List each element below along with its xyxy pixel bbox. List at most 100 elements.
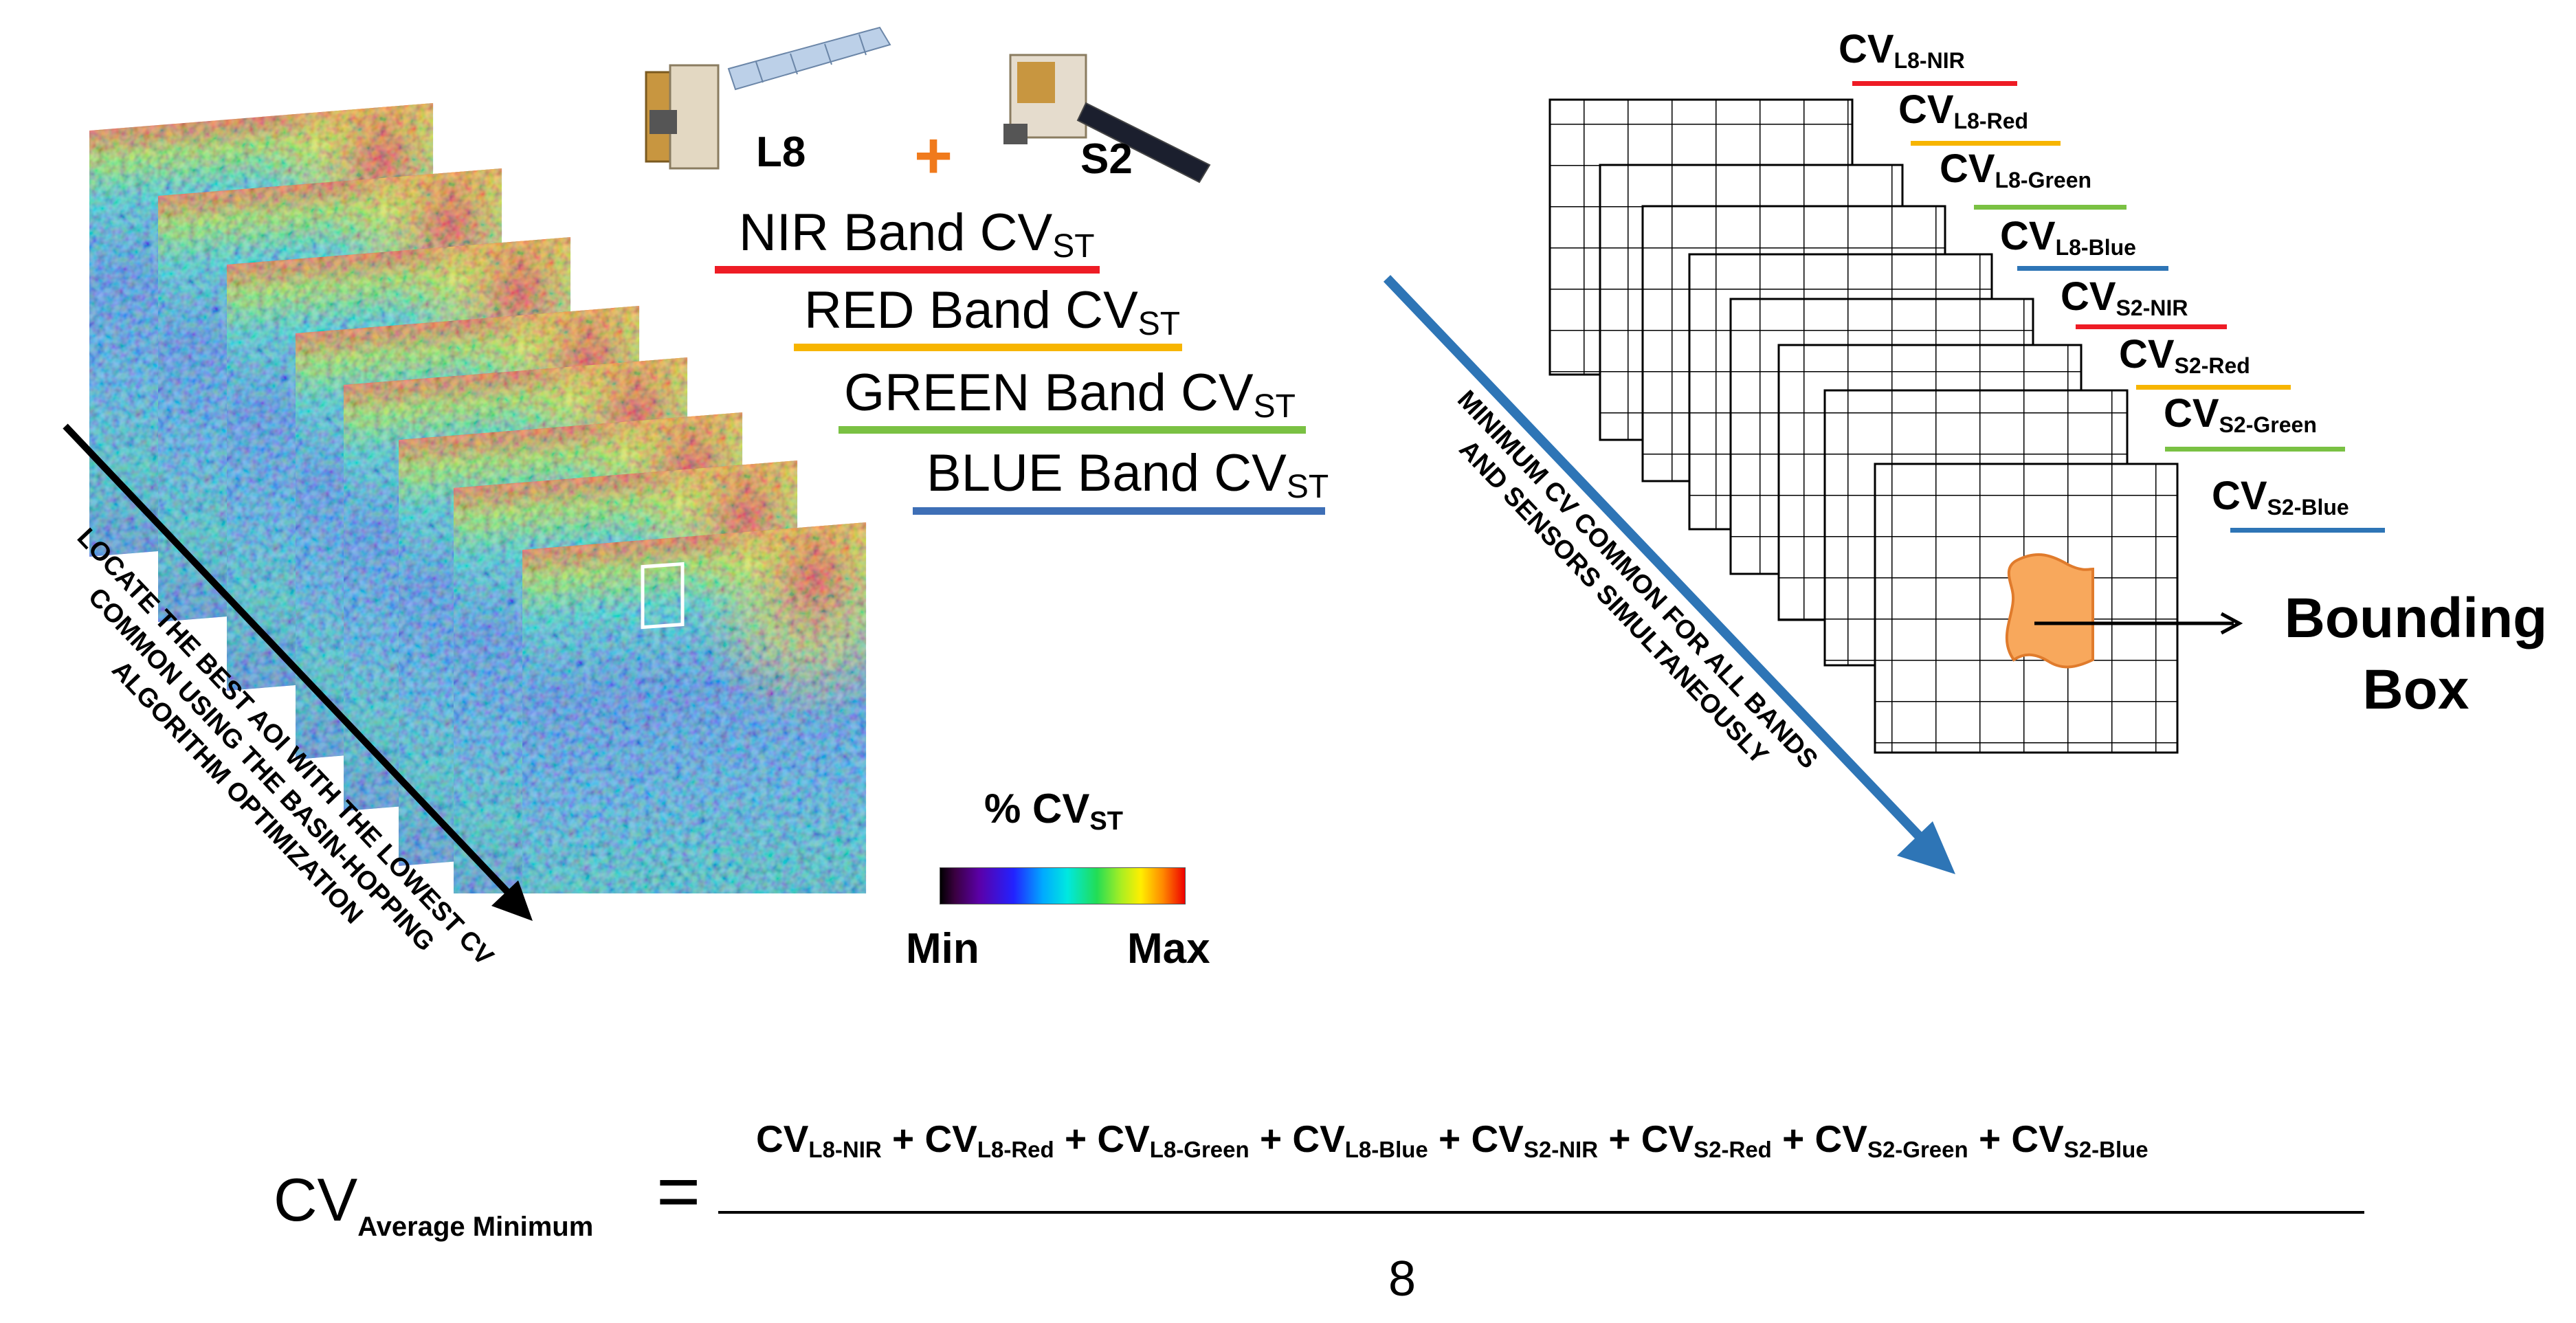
band-label-blue-text: BLUE Band CV <box>926 444 1287 502</box>
bounding-box-line-2: Box <box>2362 658 2469 721</box>
term-4: CVL8-Blue <box>1292 1118 1428 1162</box>
cv-underline-s2-nir <box>2076 324 2227 329</box>
cv-label-l8-nir: CVL8-NIR <box>1839 26 1965 74</box>
legend-max-label: Max <box>1127 925 1210 972</box>
band-underline-red <box>794 344 1182 351</box>
band-label-nir-text: NIR Band CV <box>739 203 1053 262</box>
term-3-sub: L8-Green <box>1149 1137 1250 1162</box>
band-label-green-text: GREEN Band CV <box>844 364 1254 422</box>
term-4-main: CV <box>1292 1118 1345 1160</box>
band-label-blue-sub: ST <box>1286 469 1329 505</box>
cv-label-s2-red-sub: S2-Red <box>2174 353 2250 378</box>
term-2-sub: L8-Red <box>977 1137 1054 1162</box>
cv-label-s2-red: CVS2-Red <box>2119 331 2250 379</box>
cv-map-stack <box>0 0 893 893</box>
formula-fraction-bar <box>718 1211 2364 1214</box>
band-label-red-text: RED Band CV <box>804 281 1138 340</box>
legend-title-text: % CV <box>984 786 1090 832</box>
cv-label-s2-blue-sub: S2-Blue <box>2267 495 2349 520</box>
band-label-green-sub: ST <box>1253 388 1296 425</box>
bounding-box-line-1: Bounding <box>2284 587 2548 649</box>
cv-underline-l8-red <box>1911 141 2061 146</box>
term-5-main: CV <box>1471 1118 1524 1160</box>
term-1: CVL8-NIR <box>756 1118 882 1162</box>
term-2: CVL8-Red <box>924 1118 1054 1162</box>
band-label-blue: BLUE Band CVST <box>926 443 1329 506</box>
term-1-sub: L8-NIR <box>808 1137 882 1162</box>
sensor-plus-sign: + <box>914 119 953 192</box>
term-6-main: CV <box>1641 1118 1694 1160</box>
sentinel2-satellite-icon <box>1003 54 1211 184</box>
cv-label-s2-green-main: CV <box>2164 391 2219 436</box>
plus-1: + <box>892 1118 915 1160</box>
plus-4: + <box>1439 1118 1461 1160</box>
cv-label-l8-green-sub: L8-Green <box>1995 168 2092 192</box>
cv-label-s2-blue: CVS2-Blue <box>2212 473 2349 520</box>
formula-lhs: CVAverage Minimum <box>274 1165 593 1243</box>
cv-underline-l8-nir <box>1852 81 2017 86</box>
term-5-sub: S2-NIR <box>1523 1137 1599 1162</box>
cv-label-l8-blue-main: CV <box>2000 214 2056 258</box>
cv-label-l8-red-main: CV <box>1898 87 1954 132</box>
plus-7: + <box>1978 1118 2001 1160</box>
cv-label-s2-green-sub: S2-Green <box>2219 412 2317 437</box>
term-3-main: CV <box>1097 1118 1150 1160</box>
plus-3: + <box>1259 1118 1283 1160</box>
legend-min-label: Min <box>906 925 979 972</box>
cv-underline-l8-green <box>1974 205 2127 210</box>
term-4-sub: L8-Blue <box>1344 1137 1428 1162</box>
band-label-nir: NIR Band CVST <box>739 203 1095 265</box>
cv-label-l8-blue-sub: L8-Blue <box>2055 235 2136 260</box>
cv-label-l8-green-main: CV <box>1940 146 1995 191</box>
term-7-sub: S2-Green <box>1867 1137 1968 1162</box>
plus-6: + <box>1782 1118 1805 1160</box>
sensor-label-l8: L8 <box>756 129 806 176</box>
cv-label-s2-nir-sub: S2-NIR <box>2116 296 2188 320</box>
bounding-box-label: Bounding Box <box>2261 583 2571 726</box>
term-7: CVS2-Green <box>1814 1118 1968 1162</box>
cv-underline-s2-red <box>2136 385 2291 390</box>
cv-label-s2-nir: CVS2-NIR <box>2061 274 2188 321</box>
formula-lhs-sub: Average Minimum <box>357 1212 594 1242</box>
formula-equals: = <box>656 1149 701 1234</box>
term-1-main: CV <box>756 1118 809 1160</box>
term-5: CVS2-NIR <box>1471 1118 1599 1162</box>
term-2-main: CV <box>924 1118 977 1160</box>
term-6: CVS2-Red <box>1641 1118 1772 1162</box>
cv-underline-s2-blue <box>2230 528 2385 533</box>
term-8-main: CV <box>2011 1118 2064 1160</box>
landsat8-satellite-icon <box>645 26 891 170</box>
band-underline-nir <box>715 266 1100 274</box>
cv-label-l8-nir-sub: L8-NIR <box>1894 48 1965 73</box>
legend-colorbar <box>940 867 1186 904</box>
band-label-nir-sub: ST <box>1052 228 1095 265</box>
sensor-label-s2: S2 <box>1080 135 1133 183</box>
band-label-green: GREEN Band CVST <box>844 363 1296 425</box>
plus-5: + <box>1608 1118 1631 1160</box>
aoi-box <box>641 562 685 630</box>
legend-title: % CVST <box>984 785 1123 836</box>
cv-label-l8-blue: CVL8-Blue <box>2000 213 2136 260</box>
cv-label-s2-nir-main: CV <box>2061 274 2116 319</box>
term-7-main: CV <box>1814 1118 1867 1160</box>
plus-2: + <box>1064 1118 1087 1160</box>
cv-label-s2-red-main: CV <box>2119 332 2175 377</box>
band-underline-green <box>839 426 1306 434</box>
term-3: CVL8-Green <box>1097 1118 1250 1162</box>
aoi-shape <box>2005 553 2094 669</box>
formula-numerator: CVL8-NIR + CVL8-Red + CVL8-Green + CVL8-… <box>756 1117 2148 1163</box>
cv-underline-l8-blue <box>2017 266 2168 271</box>
band-label-red: RED Band CVST <box>804 280 1180 343</box>
term-8: CVS2-Blue <box>2011 1118 2148 1162</box>
cv-underline-s2-green <box>2165 447 2345 452</box>
cv-label-l8-nir-main: CV <box>1839 27 1894 71</box>
cv-label-s2-green: CVS2-Green <box>2164 390 2317 438</box>
term-8-sub: S2-Blue <box>2063 1137 2148 1162</box>
formula-denominator: 8 <box>1388 1252 1417 1307</box>
formula-lhs-main: CV <box>274 1166 358 1234</box>
legend-title-sub: ST <box>1089 807 1123 836</box>
cv-label-l8-green: CVL8-Green <box>1940 146 2091 193</box>
term-6-sub: S2-Red <box>1694 1137 1772 1162</box>
cv-label-l8-red: CVL8-Red <box>1898 87 2028 134</box>
